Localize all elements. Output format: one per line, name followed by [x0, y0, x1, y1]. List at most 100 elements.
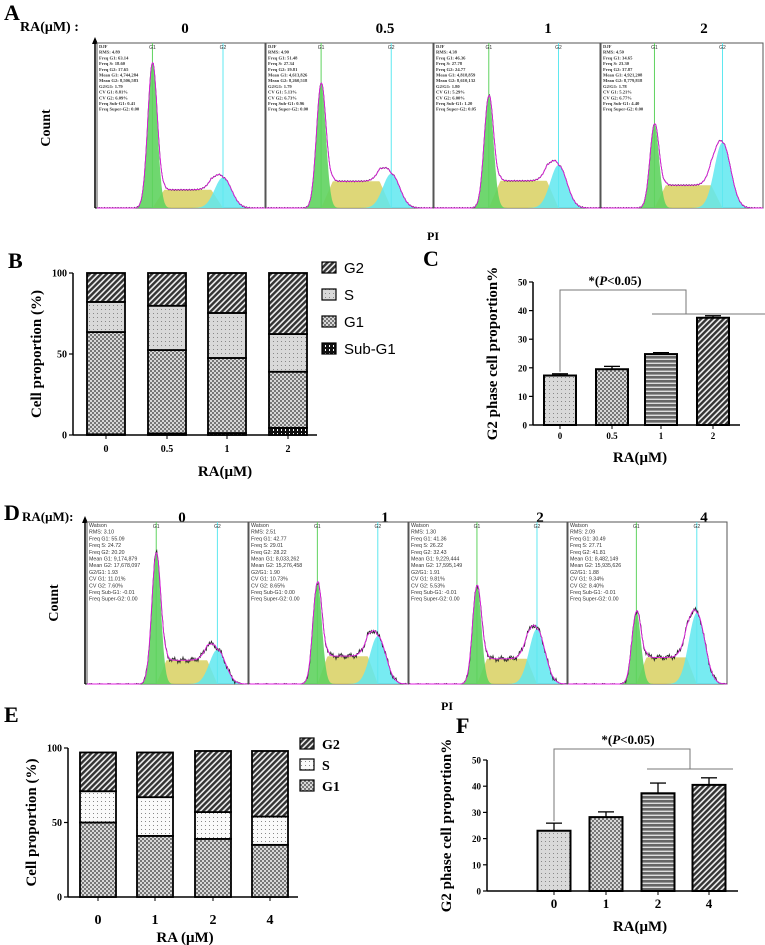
stat-line: DJF — [436, 44, 445, 49]
bar-segment-s — [194, 811, 232, 840]
stat-line: Mean G1: 9,229,444 — [411, 557, 459, 563]
g2-marker-label: G2 — [388, 45, 395, 51]
y-axis-label: G2 phase cell proportion% — [485, 267, 501, 440]
model-fit-line — [97, 61, 265, 209]
stat-line: Freq G1: 55.09 — [89, 536, 125, 542]
bar-2 — [696, 316, 730, 426]
g1-marker-label: G1 — [153, 524, 160, 530]
y-tick-label: 0 — [477, 887, 482, 897]
legend-swatch-g1 — [299, 779, 315, 792]
stat-line: Freq S: 27.34 — [268, 61, 295, 66]
bar-1 — [644, 353, 678, 426]
stat-line: Mean G2: 8,506,583 — [99, 78, 139, 83]
significance-bracket — [559, 289, 687, 372]
bar-segment-g1 — [268, 370, 308, 429]
stat-line: Freq Sub-G1: 1.20 — [436, 101, 473, 106]
bar-0 — [543, 374, 577, 427]
significance-bracket — [553, 748, 691, 822]
y-tick-label: 0 — [62, 431, 67, 442]
x-tick-label: 2 — [210, 913, 217, 928]
bar-segment-s — [86, 301, 126, 333]
dose-label: 4 — [700, 510, 708, 526]
x-axis-label: RA(μM) — [198, 464, 252, 480]
stat-line: Mean G2: 17,678,097 — [89, 563, 140, 569]
y-tick-label: 40 — [518, 306, 528, 316]
bar-segment-g2 — [251, 750, 289, 818]
stat-line: Mean G2: 17,595,149 — [411, 563, 462, 569]
arrow-head-icon — [82, 516, 88, 523]
stat-line: CV G1: 5.29% — [436, 90, 465, 95]
arrow-head-icon — [92, 37, 98, 44]
g2-peak-area — [249, 636, 408, 684]
x-tick-label: 1 — [659, 431, 664, 441]
bar-segment-s — [251, 815, 289, 846]
stat-line: Watson — [570, 523, 588, 529]
g2-marker-label: G2 — [555, 45, 562, 51]
stat-line: Freq G2: 37.87 — [603, 67, 633, 72]
x-axis-label: RA (μM) — [156, 930, 213, 945]
stat-line: Mean G1: 8,033,262 — [251, 557, 299, 563]
y-tick-label: 50 — [472, 756, 482, 766]
histogram-frame — [600, 42, 764, 209]
legend-label: S — [322, 759, 330, 774]
g2-peak-area — [568, 612, 727, 684]
stat-line: Freq G2: 41.81 — [570, 550, 606, 556]
dose-label: 1 — [544, 21, 552, 37]
model-fit-line — [249, 580, 409, 685]
stat-line: RMS: 4.89 — [99, 50, 121, 55]
stat-line: Freq S: 29.01 — [251, 543, 283, 549]
stat-line: DJF — [603, 44, 612, 49]
stat-line: Freq Sub-G1: -0.01 — [411, 590, 457, 596]
x-tick-label: 1 — [152, 913, 159, 928]
stat-line: G2/G1: 1.78 — [603, 84, 627, 89]
stat-line: Mean G1: 8,482,149 — [570, 557, 618, 563]
y-tick-label: 0 — [523, 421, 528, 431]
g2-marker-label: G2 — [719, 45, 726, 51]
stat-line: CV G1: 9.81% — [411, 577, 445, 583]
panel-c-chart: 0 10 20 30 40 50 G2 phase cell proportion% 0 0.5… — [485, 267, 765, 466]
dose-label: 2 — [700, 21, 708, 37]
bar-segment-g2 — [86, 272, 126, 303]
x-tick-label: 2 — [286, 444, 291, 455]
s-phase-area — [97, 189, 265, 208]
stat-line: Mean G1: 9,174,879 — [89, 557, 137, 563]
model-fit-line — [87, 552, 248, 685]
stat-line: G2/G1: 1.79 — [268, 84, 292, 89]
s-phase-area — [601, 185, 763, 208]
y-tick-label: 100 — [47, 744, 62, 755]
stat-line: Mean G2: 8,779,818 — [603, 78, 643, 83]
bar-segment-g1 — [86, 331, 126, 436]
x-tick-label: 0.5 — [161, 444, 174, 455]
g1-marker-label: G1 — [474, 524, 481, 530]
x-tick-label: 0.5 — [606, 431, 618, 441]
legend-label: G1 — [344, 314, 364, 331]
panel-d-x-label: PI — [441, 699, 453, 713]
y-axis-label: Cell proportion (%) — [29, 290, 45, 418]
bar-4 — [691, 783, 727, 893]
bar-segment-g2 — [147, 272, 187, 307]
g2-marker-label: G2 — [693, 524, 700, 530]
stat-line: Freq Super-G2: 0.05 — [436, 107, 477, 112]
stat-line: Watson — [411, 523, 429, 529]
bar-segment-g1 — [251, 843, 289, 898]
panel-f-letter: F — [456, 713, 469, 738]
stat-line: CV G1: 9.34% — [570, 577, 604, 583]
x-tick-label: 4 — [706, 896, 713, 911]
stat-line: Mean G1: 4,744,284 — [99, 73, 139, 78]
stat-line: Mean G1: 4,613,826 — [268, 73, 308, 78]
dose-label: 2 — [536, 510, 544, 526]
stacked-bar-0 — [86, 272, 126, 436]
stat-line: Mean G2: 15,935,626 — [570, 563, 621, 569]
g1-marker-label: G1 — [651, 45, 658, 51]
stat-line: Freq S: 23.30 — [603, 61, 630, 66]
panel-a-x-label: PI — [427, 229, 439, 243]
s-phase-area — [266, 181, 433, 208]
stat-line: CV G2: 8.40% — [570, 583, 604, 589]
bar-segment-g2 — [194, 750, 232, 813]
stat-line: Freq G2: 19.81 — [268, 67, 298, 72]
bar-segment-g1 — [136, 835, 174, 898]
